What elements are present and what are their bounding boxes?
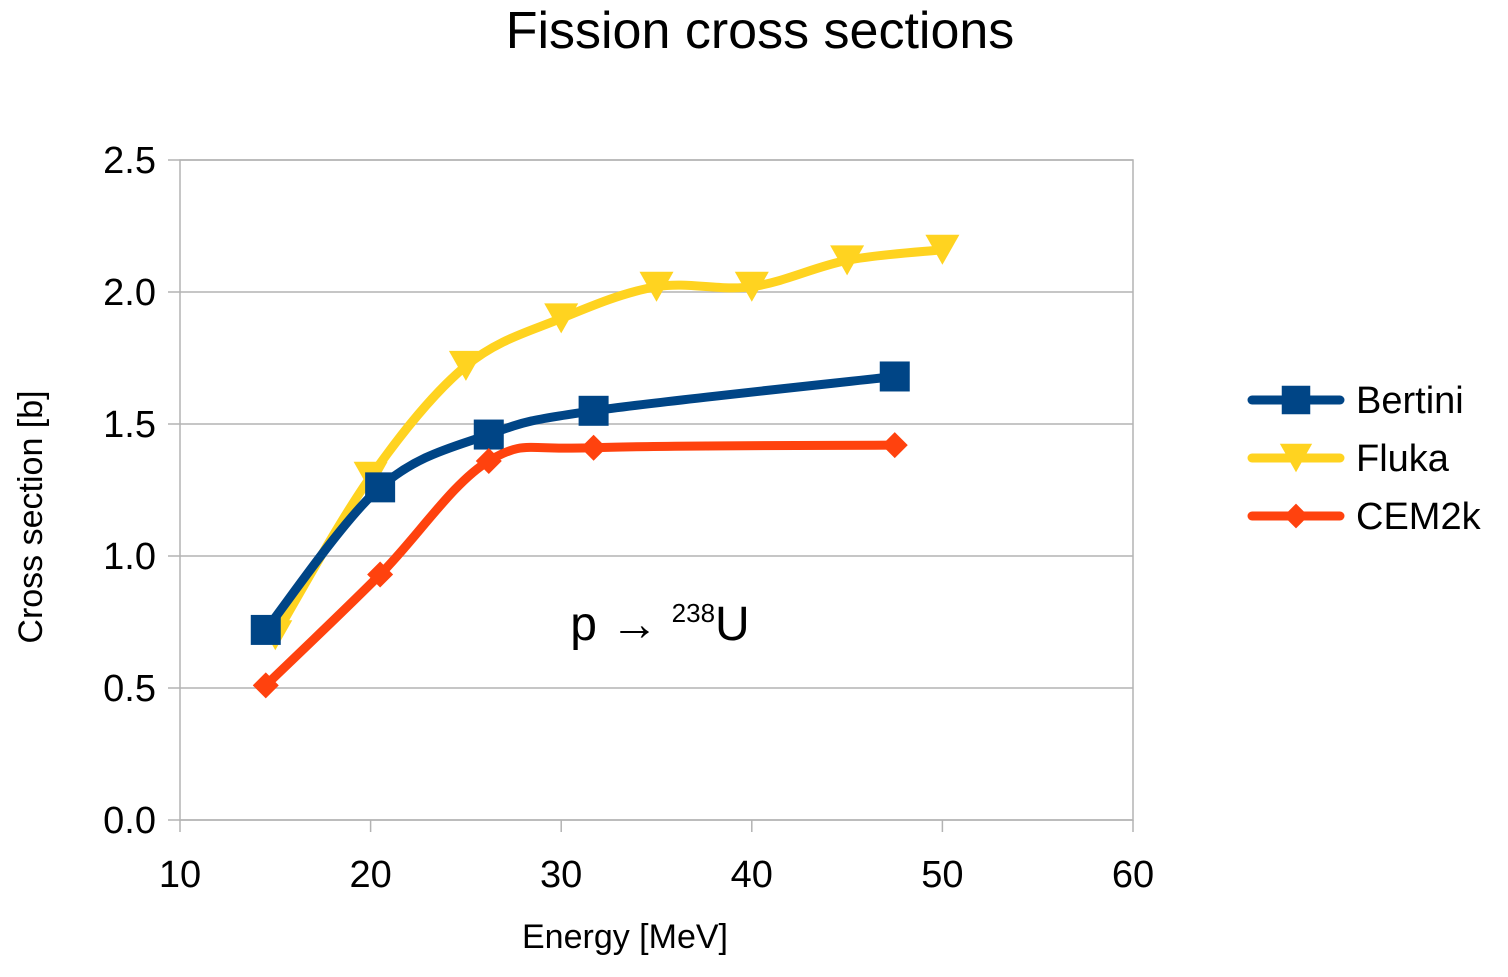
y-tick-label: 2.0 xyxy=(103,272,156,314)
x-tick-label: 50 xyxy=(921,854,963,896)
series-cem2k xyxy=(252,432,908,699)
grid-layer xyxy=(180,159,1133,821)
data-point-cem2k xyxy=(367,561,394,588)
data-point-bertini xyxy=(365,472,396,503)
data-point-cem2k xyxy=(475,447,502,474)
data-point-bertini xyxy=(250,614,281,645)
legend-label: Bertini xyxy=(1356,380,1464,422)
legend-marker xyxy=(1281,385,1311,415)
legend-item-fluka: Fluka xyxy=(1247,438,1450,480)
legend-label: CEM2k xyxy=(1356,496,1482,538)
reaction-annotation: p → 238U xyxy=(570,598,749,651)
y-tick-label: 0.0 xyxy=(103,800,156,842)
y-tick-label: 0.5 xyxy=(103,668,156,710)
axes-layer: 0.0 0.5 1.0 1.5 2.0 2.5 10 20 30 40 50 60 xyxy=(103,140,1154,896)
x-tick-label: 60 xyxy=(1112,854,1154,896)
x-axis-title: Energy [MeV] xyxy=(522,918,728,956)
chart-title: Fission cross sections xyxy=(506,2,1015,60)
legend-marker xyxy=(1283,503,1309,529)
data-point-fluka xyxy=(830,245,865,276)
series-layer xyxy=(250,234,960,699)
legend-marker xyxy=(1279,443,1313,473)
x-tick-label: 40 xyxy=(731,854,773,896)
y-tick-label: 2.5 xyxy=(103,140,156,182)
data-point-bertini xyxy=(473,419,504,450)
data-point-cem2k xyxy=(252,672,279,699)
y-tick-label: 1.0 xyxy=(103,536,156,578)
data-point-fluka xyxy=(734,271,769,302)
data-point-cem2k xyxy=(580,434,607,461)
y-tick-label: 1.5 xyxy=(103,404,156,446)
data-point-fluka xyxy=(639,271,674,302)
legend-item-cem2k: CEM2k xyxy=(1247,496,1482,538)
legend-item-bertini: Bertini xyxy=(1247,380,1464,422)
data-point-bertini xyxy=(879,361,910,392)
data-point-fluka xyxy=(448,350,483,381)
reaction-annotation-prefix: p → xyxy=(570,598,671,651)
x-tick-label: 30 xyxy=(540,854,582,896)
reaction-annotation-element: U xyxy=(715,598,750,651)
series-bertini xyxy=(250,361,910,645)
y-axis-title: Cross section [b] xyxy=(12,390,50,643)
plot-frame xyxy=(179,159,1134,821)
x-tick-label: 10 xyxy=(159,854,201,896)
reaction-annotation-mass-number: 238 xyxy=(672,598,715,628)
data-point-fluka xyxy=(925,234,960,265)
x-tick-label: 20 xyxy=(349,854,391,896)
data-point-fluka xyxy=(544,303,579,334)
data-point-cem2k xyxy=(881,432,908,459)
legend-label: Fluka xyxy=(1356,438,1450,480)
data-point-bertini xyxy=(578,395,609,426)
legend: Bertini Fluka CEM2k xyxy=(1247,380,1482,538)
